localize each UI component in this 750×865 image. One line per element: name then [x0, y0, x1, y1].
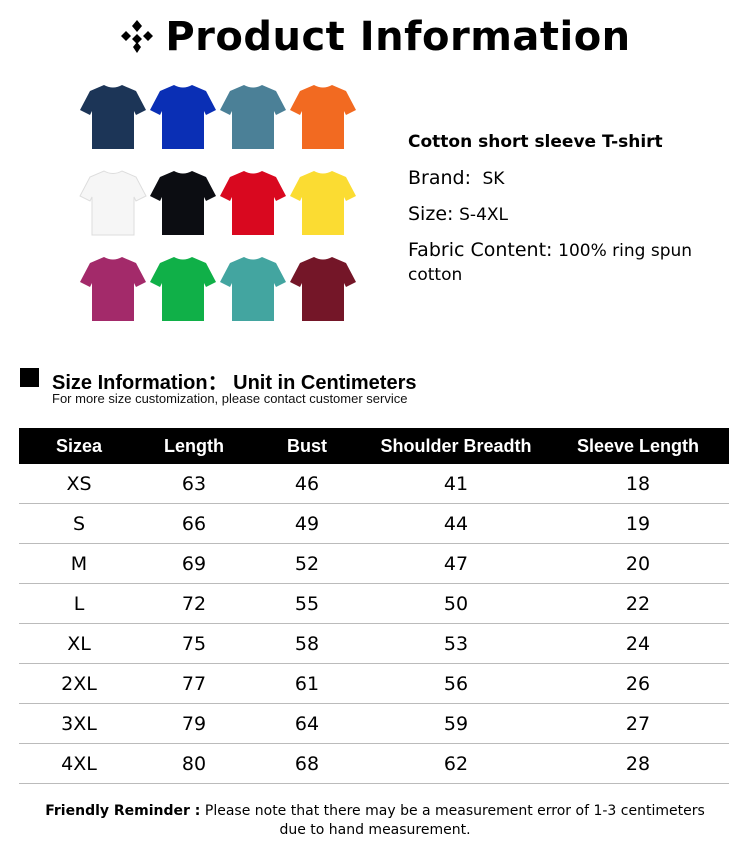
table-cell: 3XL	[19, 703, 139, 744]
friendly-reminder: Friendly Reminder : Please note that the…	[0, 802, 750, 840]
table-cell: 59	[365, 703, 547, 744]
table-cell: XS	[19, 464, 139, 504]
table-header-row: Sizea Length Bust Shoulder Breadth Sleeve Le…	[19, 428, 729, 464]
column-header: Sleeve Length	[547, 428, 729, 464]
tshirt-swatch	[78, 168, 148, 238]
tshirt-swatch	[78, 82, 148, 152]
table-cell: 24	[547, 623, 729, 664]
size-subheading: For more size customization, please cont…	[52, 391, 408, 406]
fabric-row: Fabric Content: 100% ring spun cotton	[408, 239, 693, 285]
table-cell: 4XL	[19, 743, 139, 784]
tshirt-swatch	[288, 82, 358, 152]
table-row: XL 75 58 53 24	[19, 623, 729, 664]
table-cell: XL	[19, 623, 139, 664]
column-header: Length	[139, 428, 249, 464]
table-cell: 20	[547, 543, 729, 584]
table-cell: 64	[249, 703, 365, 744]
table-cell: 61	[249, 663, 365, 704]
size-heading: Size Information： Unit in Centimeters	[52, 372, 417, 394]
table-cell: 53	[365, 623, 547, 664]
table-cell: 27	[547, 703, 729, 744]
tshirt-swatch	[288, 254, 358, 324]
table-cell: S	[19, 503, 139, 544]
tshirt-swatch	[148, 254, 218, 324]
size-row: Size: S-4XL	[408, 203, 508, 225]
table-cell: 77	[139, 663, 249, 704]
tshirt-swatch	[148, 168, 218, 238]
table-cell: 58	[249, 623, 365, 664]
product-info: Cotton short sleeve T-shirt Brand: SK Si…	[408, 130, 728, 298]
tshirt-swatch	[218, 82, 288, 152]
table-cell: 56	[365, 663, 547, 704]
title-text: Product Information	[165, 14, 631, 60]
table-cell: 28	[547, 743, 729, 784]
table-cell: 26	[547, 663, 729, 704]
table-cell: 62	[365, 743, 547, 784]
table-cell: 69	[139, 543, 249, 584]
table-cell: 18	[547, 464, 729, 504]
product-name: Cotton short sleeve T-shirt	[408, 132, 663, 152]
page-title: Product Information	[0, 14, 750, 60]
reminder-text: Please note that there may be a measurem…	[204, 803, 705, 819]
reminder-label: Friendly Reminder :	[45, 803, 201, 819]
table-cell: 52	[249, 543, 365, 584]
size-table: Sizea Length Bust Shoulder Breadth Sleeve Le…	[19, 428, 729, 784]
table-cell: L	[19, 583, 139, 624]
table-row: M 69 52 47 20	[19, 543, 729, 584]
table-cell: 63	[139, 464, 249, 504]
column-header: Shoulder Breadth	[365, 428, 547, 464]
table-cell: 68	[249, 743, 365, 784]
table-cell: 50	[365, 583, 547, 624]
tshirt-swatch	[78, 254, 148, 324]
tshirt-swatch	[288, 168, 358, 238]
column-header: Bust	[249, 428, 365, 464]
brand-row: Brand: SK	[408, 167, 505, 189]
table-row: XS 63 46 41 18	[19, 464, 729, 504]
tshirt-swatch	[218, 168, 288, 238]
table-cell: M	[19, 543, 139, 584]
table-cell: 75	[139, 623, 249, 664]
reminder-text-2: due to hand measurement.	[279, 822, 471, 838]
tshirt-swatch	[218, 254, 288, 324]
table-cell: 22	[547, 583, 729, 624]
table-cell: 72	[139, 583, 249, 624]
table-cell: 49	[249, 503, 365, 544]
table-row: L 72 55 50 22	[19, 583, 729, 624]
table-cell: 55	[249, 583, 365, 624]
table-cell: 2XL	[19, 663, 139, 704]
table-cell: 47	[365, 543, 547, 584]
diamond-cluster-icon	[121, 20, 154, 53]
table-row: 3XL 79 64 59 27	[19, 703, 729, 744]
table-row: 2XL 77 61 56 26	[19, 663, 729, 704]
table-cell: 79	[139, 703, 249, 744]
tshirt-swatch	[148, 82, 218, 152]
table-row: S 66 49 44 19	[19, 503, 729, 544]
color-swatch-grid	[78, 82, 368, 324]
table-cell: 41	[365, 464, 547, 504]
column-header: Sizea	[19, 428, 139, 464]
table-cell: 80	[139, 743, 249, 784]
table-cell: 19	[547, 503, 729, 544]
table-cell: 66	[139, 503, 249, 544]
square-bullet-icon	[20, 368, 39, 387]
table-row: 4XL 80 68 62 28	[19, 743, 729, 784]
table-cell: 46	[249, 464, 365, 504]
table-cell: 44	[365, 503, 547, 544]
